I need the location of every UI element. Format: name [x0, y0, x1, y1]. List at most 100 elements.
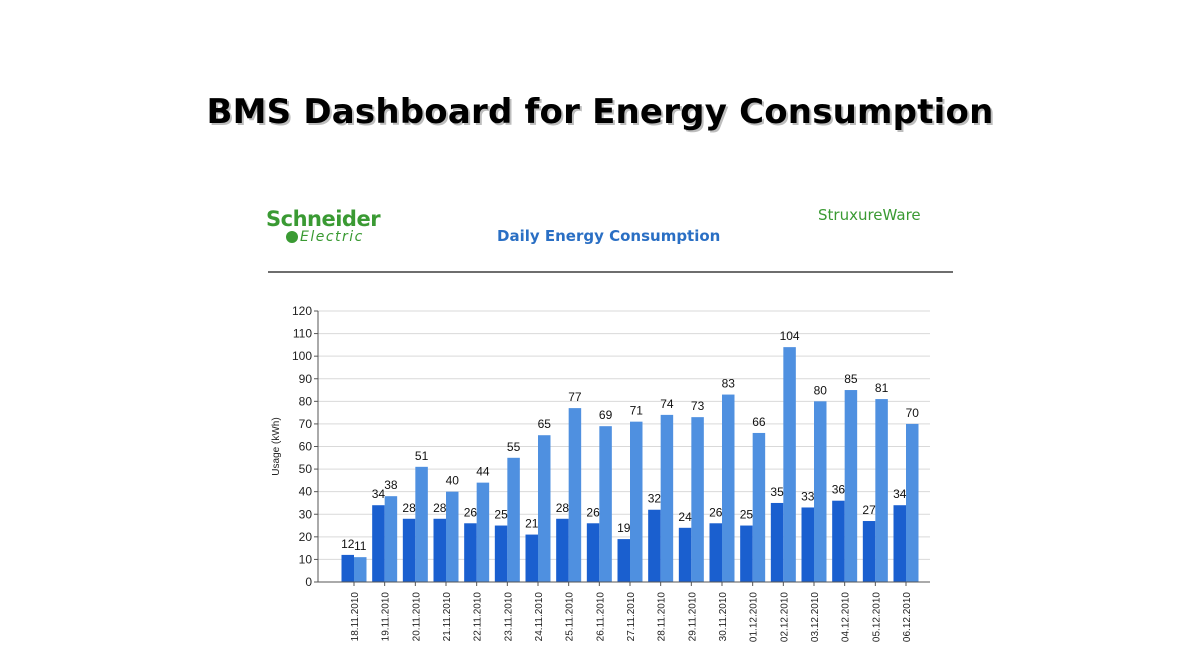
bars: [341, 347, 919, 582]
data-label-series-a: 19: [617, 521, 631, 535]
data-label-series-a: 25: [494, 508, 508, 522]
x-tick-label: 19.11.2010: [381, 592, 392, 642]
data-label-series-b: 104: [780, 329, 800, 343]
data-label-series-b: 83: [722, 377, 736, 391]
bar-series-b: [599, 426, 612, 582]
bar-series-a: [556, 518, 569, 582]
y-tick-label: 20: [299, 530, 313, 544]
chart-title: Daily Energy Consumption: [497, 227, 721, 245]
data-label-series-b: 40: [446, 474, 460, 488]
bar-series-a: [494, 525, 508, 582]
data-label-series-a: 34: [893, 487, 907, 501]
data-label-series-b: 70: [906, 406, 920, 420]
data-label-series-a: 21: [525, 517, 539, 531]
y-tick-label: 60: [299, 440, 313, 454]
x-tick-label: 06.12.2010: [902, 592, 913, 642]
data-label-series-b: 71: [630, 404, 644, 418]
x-tick-label: 04.12.2010: [841, 592, 852, 642]
bar-series-a: [586, 523, 600, 582]
y-tick-label: 110: [293, 327, 312, 341]
y-tick-label: 90: [299, 372, 313, 386]
x-tick-label: 03.12.2010: [810, 592, 821, 642]
data-label-series-b: 77: [568, 390, 582, 404]
bar-series-b: [384, 496, 398, 582]
labels: 0 10 20 30 40 50 60 70 80 90 100 110 120 12 11 18.11.20…: [292, 304, 919, 642]
data-label-series-a: 35: [770, 485, 784, 499]
data-label-series-b: 38: [384, 478, 398, 492]
data-label-series-a: 26: [586, 505, 600, 519]
data-label-series-b: 44: [476, 465, 490, 479]
y-tick-label: 10: [299, 552, 313, 566]
schneider-electric-logo: Schneider Electric: [266, 208, 396, 248]
data-label-series-a: 24: [678, 510, 692, 524]
bar-series-a: [709, 523, 722, 582]
data-label-series-a: 25: [740, 508, 754, 522]
bar-series-a: [617, 539, 630, 582]
y-tick-label: 0: [305, 575, 312, 589]
data-label-series-b: 51: [415, 449, 429, 463]
axes: [314, 310, 930, 586]
y-tick-label: 80: [299, 394, 313, 408]
y-tick-label: 40: [299, 485, 313, 499]
bar-series-a: [402, 518, 416, 582]
y-tick-label: 30: [299, 507, 313, 521]
bar-series-b: [354, 557, 367, 582]
bar-series-a: [832, 500, 845, 582]
bar-series-a: [770, 502, 784, 582]
data-label-series-a: 28: [402, 501, 416, 515]
logo-wordmark: Schneider: [266, 207, 381, 231]
bar-series-b: [783, 347, 796, 582]
bar-series-b: [415, 466, 428, 582]
data-label-series-b: 81: [875, 381, 889, 395]
bar-series-a: [678, 527, 692, 582]
bar-series-b: [476, 482, 490, 582]
bar-series-a: [862, 521, 876, 582]
data-label-series-b: 55: [507, 440, 521, 454]
page-title: BMS Dashboard for Energy Consumption: [206, 92, 994, 132]
x-tick-label: 05.12.2010: [871, 592, 882, 642]
data-label-series-a: 32: [648, 492, 662, 506]
data-label-series-b: 74: [660, 397, 674, 411]
data-label-series-b: 73: [691, 399, 705, 413]
data-label-series-b: 66: [752, 415, 766, 429]
data-label-series-a: 28: [556, 501, 570, 515]
x-tick-label: 18.11.2010: [350, 592, 361, 642]
bar-series-b: [752, 432, 766, 582]
bar-series-b: [875, 399, 888, 582]
data-label-series-a: 28: [433, 501, 447, 515]
x-tick-label: 29.11.2010: [687, 592, 698, 642]
header-divider: [268, 271, 953, 273]
bar-series-a: [648, 509, 661, 582]
x-tick-label: 26.11.2010: [595, 592, 606, 642]
x-tick-label: 02.12.2010: [779, 592, 790, 642]
y-axis-title: Usage (kWh): [271, 417, 282, 475]
bar-series-b: [538, 435, 551, 582]
bar-series-a: [801, 507, 814, 582]
bar-series-a: [893, 505, 906, 582]
x-tick-label: 23.11.2010: [503, 592, 514, 642]
x-tick-label: 01.12.2010: [749, 592, 760, 642]
x-tick-label: 21.11.2010: [442, 592, 453, 642]
y-tick-label: 100: [292, 349, 312, 363]
x-tick-label: 24.11.2010: [534, 592, 545, 642]
bar-series-b: [906, 423, 919, 582]
data-label-series-a: 26: [464, 505, 478, 519]
bar-series-b: [691, 417, 704, 582]
data-label-series-a: 12: [341, 537, 355, 551]
data-label-series-a: 34: [372, 487, 386, 501]
x-tick-label: 27.11.2010: [626, 592, 637, 642]
bar-series-b: [660, 414, 674, 582]
bar-series-b: [446, 491, 459, 582]
data-label-series-b: 80: [814, 383, 828, 397]
data-label-series-b: 85: [844, 372, 858, 386]
y-tick-label: 50: [299, 462, 313, 476]
x-tick-label: 22.11.2010: [473, 592, 484, 642]
x-tick-label: 30.11.2010: [718, 592, 729, 642]
x-tick-label: 25.11.2010: [565, 592, 576, 642]
bar-series-b: [630, 421, 643, 582]
y-tick-label: 70: [299, 417, 313, 431]
logo-subtext: Electric: [300, 229, 364, 245]
bar-series-a: [464, 523, 477, 582]
bar-series-a: [433, 518, 446, 582]
